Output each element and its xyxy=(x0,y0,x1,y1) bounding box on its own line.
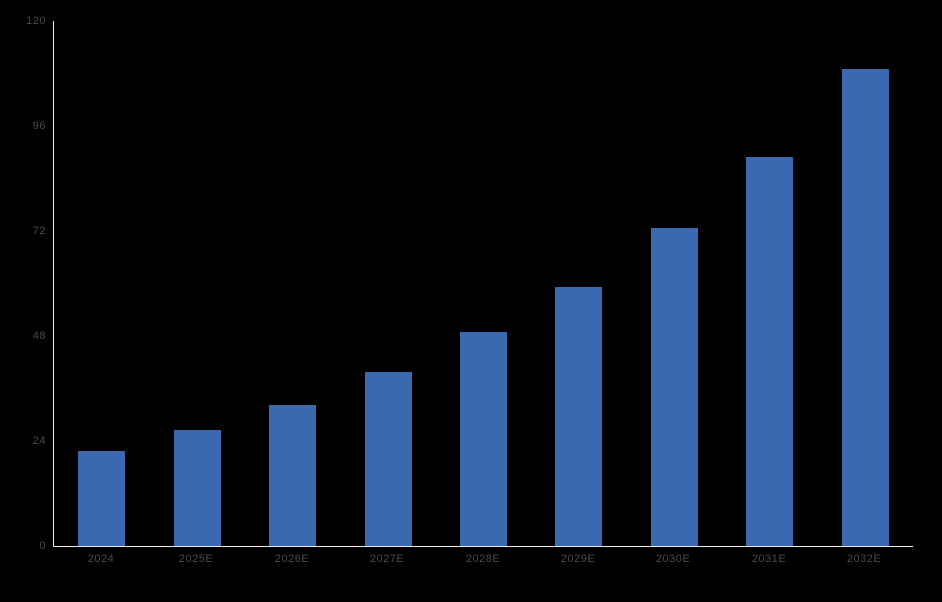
x-tick-label: 2032E xyxy=(846,553,882,565)
bar-2031E xyxy=(746,157,793,546)
bar-2024 xyxy=(78,451,125,546)
x-tick-label: 2026E xyxy=(274,553,310,565)
bar-2026E xyxy=(269,405,316,546)
bar-2028E xyxy=(460,332,507,546)
y-tick-label: 0 xyxy=(39,540,46,552)
y-tick-label: 96 xyxy=(32,120,46,132)
x-tick-label: 2029E xyxy=(560,553,596,565)
x-axis: 2024 2025E 2026E 2027E 2028E 2029E 2030E 2031E 2… xyxy=(53,552,912,572)
x-tick-label: 2031E xyxy=(751,553,787,565)
x-tick-label: 2028E xyxy=(465,553,501,565)
y-tick-label: 120 xyxy=(26,15,46,27)
bar-2029E xyxy=(555,287,602,546)
y-tick-label: 48 xyxy=(32,330,46,342)
bar-2027E xyxy=(365,372,412,546)
y-tick-label: 24 xyxy=(32,435,46,447)
y-axis: 0 24 48 72 96 120 xyxy=(0,15,46,552)
bar-2025E xyxy=(174,430,221,546)
x-tick-label: 2030E xyxy=(655,553,691,565)
y-tick-label: 72 xyxy=(32,225,46,237)
plot-area xyxy=(53,21,913,547)
x-tick-label: 2027E xyxy=(369,553,405,565)
x-tick-label: 2025E xyxy=(178,553,214,565)
bar-2030E xyxy=(651,228,698,546)
bar-2032E xyxy=(842,69,889,546)
x-tick-label: 2024 xyxy=(87,553,115,565)
